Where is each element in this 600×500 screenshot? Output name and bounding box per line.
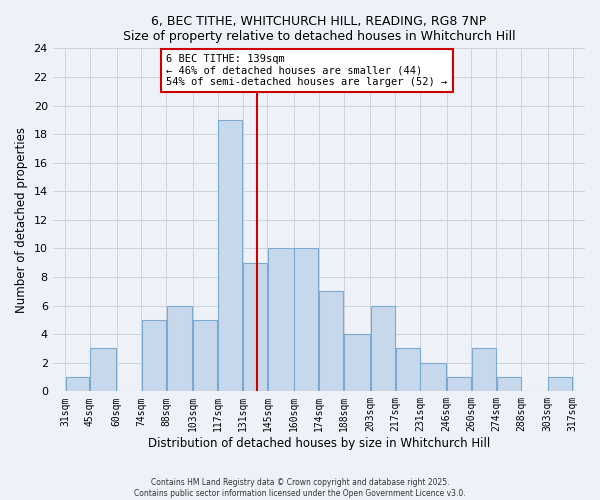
X-axis label: Distribution of detached houses by size in Whitchurch Hill: Distribution of detached houses by size … <box>148 437 490 450</box>
Bar <box>344 334 370 392</box>
Bar <box>472 348 496 392</box>
Y-axis label: Number of detached properties: Number of detached properties <box>15 127 28 313</box>
Bar <box>497 377 521 392</box>
Bar <box>218 120 242 392</box>
Bar <box>65 377 89 392</box>
Bar <box>91 348 116 392</box>
Text: Contains HM Land Registry data © Crown copyright and database right 2025.
Contai: Contains HM Land Registry data © Crown c… <box>134 478 466 498</box>
Bar <box>395 348 419 392</box>
Bar <box>193 320 217 392</box>
Bar <box>243 262 267 392</box>
Bar <box>268 248 293 392</box>
Bar <box>319 292 343 392</box>
Bar <box>371 306 395 392</box>
Bar <box>167 306 193 392</box>
Bar <box>447 377 471 392</box>
Bar <box>142 320 166 392</box>
Bar <box>421 362 446 392</box>
Bar <box>548 377 572 392</box>
Text: 6 BEC TITHE: 139sqm
← 46% of detached houses are smaller (44)
54% of semi-detach: 6 BEC TITHE: 139sqm ← 46% of detached ho… <box>166 54 448 87</box>
Title: 6, BEC TITHE, WHITCHURCH HILL, READING, RG8 7NP
Size of property relative to det: 6, BEC TITHE, WHITCHURCH HILL, READING, … <box>122 15 515 43</box>
Bar <box>295 248 319 392</box>
